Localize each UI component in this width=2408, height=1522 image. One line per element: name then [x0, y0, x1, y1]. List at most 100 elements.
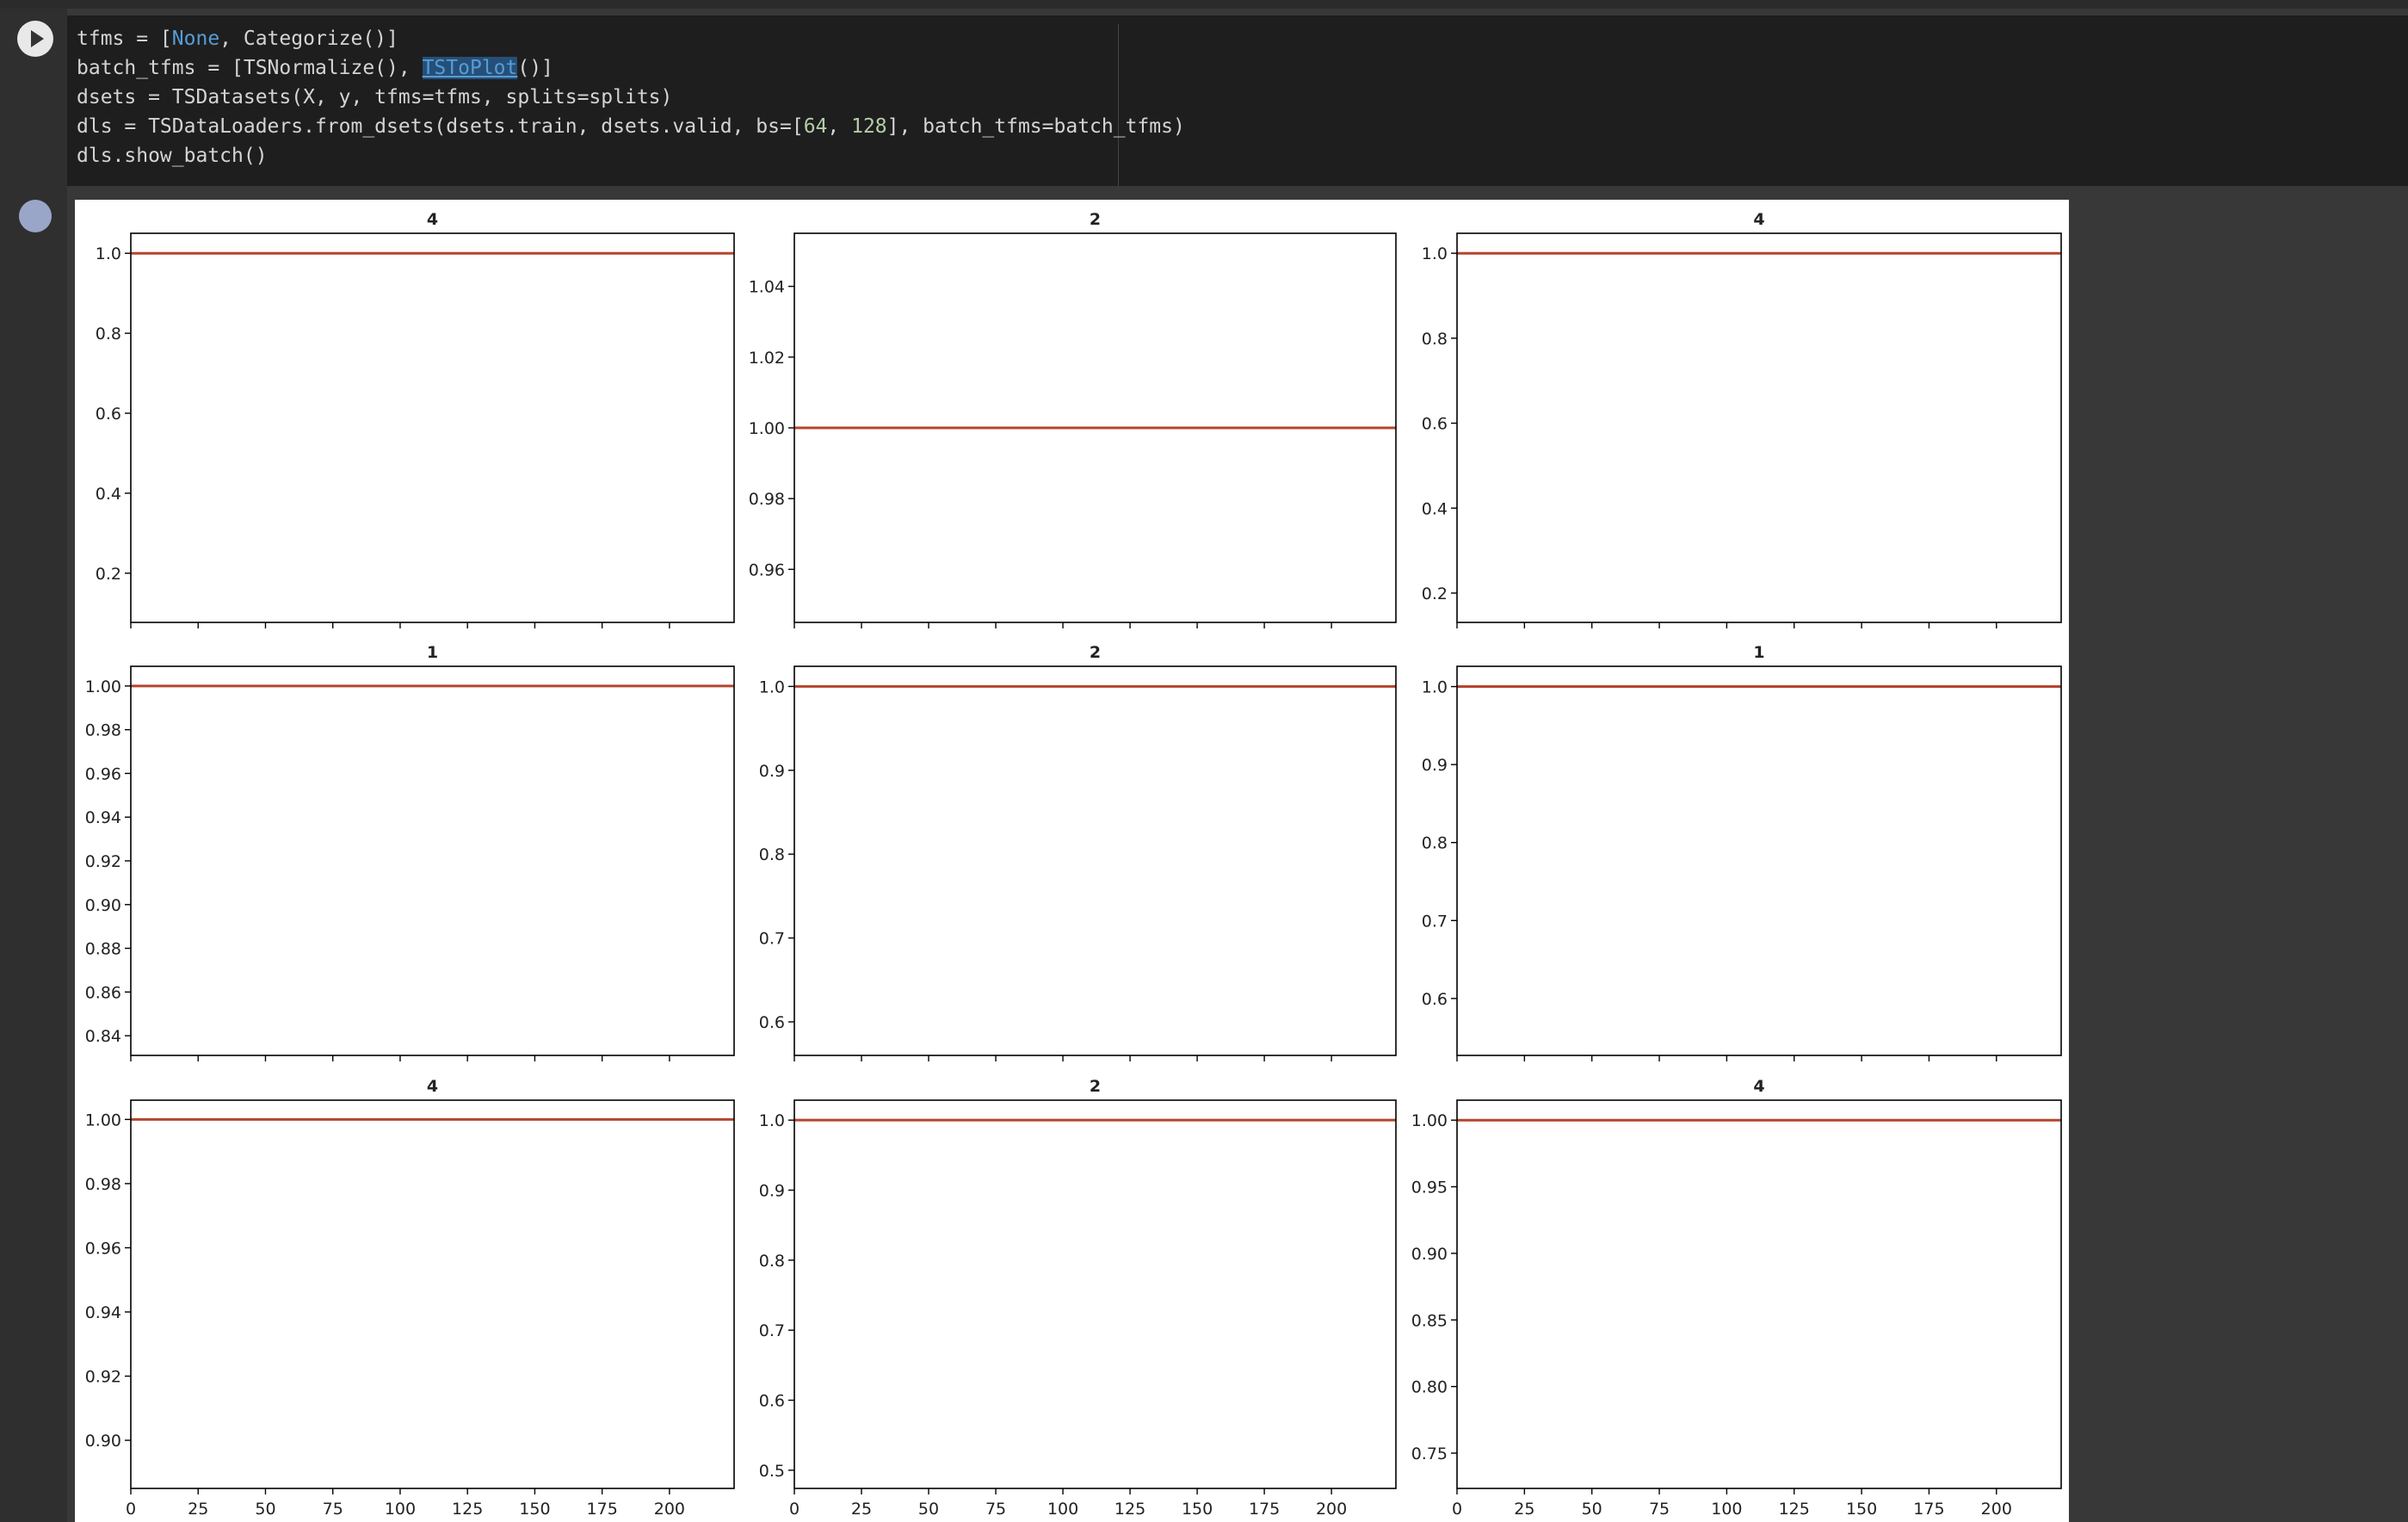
- code-token: dsets = TSDatasets(X, y, tfms=tfms, spli…: [77, 86, 673, 108]
- y-tick-label: 0.9: [1422, 756, 1448, 775]
- x-tick-label: 150: [1182, 1500, 1213, 1519]
- code-token: ,: [827, 115, 852, 138]
- x-tick-label: 200: [1981, 1500, 2012, 1519]
- axes-frame: [130, 1099, 735, 1489]
- y-tick-label: 1.0: [759, 1111, 785, 1130]
- subplot-title: 4: [1753, 210, 1764, 229]
- y-tick-label: 0.8: [759, 845, 785, 864]
- y-tick-label: 1.00: [749, 419, 785, 438]
- figure-background: [75, 200, 2069, 1522]
- y-tick-label: 1.0: [1422, 678, 1448, 697]
- y-tick-label: 0.2: [96, 565, 121, 584]
- y-tick-label: 1.00: [85, 1111, 121, 1129]
- output-figure: 40.20.40.60.81.020.960.981.001.021.0440.…: [75, 200, 2069, 1522]
- y-tick-label: 0.7: [759, 930, 785, 949]
- x-tick-label: 75: [1649, 1500, 1670, 1519]
- x-tick-label: 75: [323, 1500, 343, 1519]
- code-token: , Categorize()]: [219, 28, 398, 50]
- y-tick-label: 0.80: [1411, 1378, 1448, 1397]
- output-avatar: [19, 200, 52, 232]
- y-tick-label: 1.02: [749, 349, 785, 368]
- code-token: dls = TSDataLoaders.from_dsets(dsets.tra…: [77, 115, 804, 138]
- x-tick-label: 50: [255, 1500, 275, 1519]
- x-tick-label: 0: [789, 1500, 800, 1519]
- subplot-title: 2: [1090, 210, 1101, 229]
- y-tick-label: 0.6: [96, 405, 121, 424]
- x-tick-label: 200: [654, 1500, 685, 1519]
- y-tick-label: 0.8: [96, 325, 121, 343]
- code-token: tfms = [: [77, 28, 172, 50]
- x-tick-label: 100: [1711, 1500, 1742, 1519]
- y-tick-label: 0.90: [85, 1432, 121, 1451]
- code-token: ], batch_tfms=batch_tfms): [886, 115, 1185, 138]
- y-tick-label: 0.98: [85, 1175, 121, 1194]
- y-tick-label: 0.4: [1422, 499, 1448, 518]
- code-line: tfms = [None, Categorize()]: [77, 24, 1185, 53]
- subplot-title: 4: [1753, 1077, 1764, 1096]
- x-tick-label: 100: [385, 1500, 416, 1519]
- x-tick-label: 200: [1316, 1500, 1347, 1519]
- y-tick-label: 0.92: [85, 1368, 121, 1387]
- axes-frame: [793, 1099, 1397, 1489]
- subplot-title: 4: [427, 1077, 438, 1096]
- code-line: dls.show_batch(): [77, 141, 1185, 170]
- y-tick-label: 0.86: [85, 983, 121, 1002]
- code-cell[interactable]: [67, 15, 2408, 186]
- y-tick-label: 0.98: [85, 721, 121, 740]
- axes-frame: [1456, 1099, 2062, 1489]
- x-tick-label: 25: [188, 1500, 208, 1519]
- y-tick-label: 0.96: [749, 560, 785, 579]
- y-tick-label: 0.8: [1422, 834, 1448, 853]
- y-tick-label: 0.94: [85, 1303, 121, 1322]
- code-token: batch_tfms = [TSNormalize(),: [77, 57, 423, 79]
- y-tick-label: 1.00: [85, 677, 121, 696]
- y-tick-label: 0.84: [85, 1027, 121, 1046]
- y-tick-label: 0.90: [1411, 1245, 1448, 1264]
- x-tick-label: 0: [126, 1500, 136, 1519]
- y-tick-label: 0.6: [759, 1013, 785, 1032]
- y-tick-label: 0.9: [759, 762, 785, 781]
- x-tick-label: 125: [1779, 1500, 1810, 1519]
- axes-frame: [130, 232, 735, 623]
- code-token: 64: [803, 115, 828, 138]
- axes-frame: [1456, 232, 2062, 623]
- x-tick-label: 100: [1047, 1500, 1078, 1519]
- y-tick-label: 1.0: [1422, 244, 1448, 263]
- x-tick-label: 150: [519, 1500, 550, 1519]
- y-tick-label: 1.0: [759, 677, 785, 696]
- y-tick-label: 1.04: [749, 278, 785, 297]
- x-tick-label: 50: [1582, 1500, 1602, 1519]
- y-tick-label: 0.7: [1422, 912, 1448, 931]
- y-tick-label: 0.8: [1422, 330, 1448, 349]
- code-line: batch_tfms = [TSNormalize(), TSToPlot()]: [77, 53, 1185, 83]
- code-token: None: [171, 28, 220, 50]
- y-tick-label: 0.85: [1411, 1311, 1448, 1330]
- axes-frame: [793, 665, 1397, 1056]
- top-bar: [0, 0, 2408, 9]
- y-tick-label: 0.7: [759, 1321, 785, 1340]
- y-tick-label: 0.94: [85, 808, 121, 827]
- x-tick-label: 50: [918, 1500, 939, 1519]
- axes-frame: [1456, 665, 2062, 1056]
- y-tick-label: 0.4: [96, 485, 121, 504]
- y-tick-label: 0.96: [85, 764, 121, 783]
- x-tick-label: 175: [1913, 1500, 1944, 1519]
- y-tick-label: 0.6: [1422, 415, 1448, 434]
- code-editor[interactable]: tfms = [None, Categorize()] batch_tfms = …: [77, 24, 1185, 170]
- y-tick-label: 1.0: [96, 244, 121, 263]
- y-tick-label: 0.75: [1411, 1445, 1448, 1463]
- code-line: dsets = TSDatasets(X, y, tfms=tfms, spli…: [77, 83, 1185, 112]
- y-tick-label: 0.8: [759, 1252, 785, 1271]
- x-tick-label: 125: [452, 1500, 483, 1519]
- code-token: TSToPlot: [422, 57, 518, 79]
- y-tick-label: 0.5: [759, 1462, 785, 1481]
- x-tick-label: 150: [1846, 1500, 1877, 1519]
- y-tick-label: 0.6: [759, 1392, 785, 1411]
- y-tick-label: 0.98: [749, 490, 785, 509]
- code-token: ()]: [517, 57, 553, 79]
- x-tick-label: 25: [1514, 1500, 1534, 1519]
- run-button[interactable]: [17, 21, 53, 57]
- code-token: 128: [851, 115, 887, 138]
- y-tick-label: 0.90: [85, 896, 121, 915]
